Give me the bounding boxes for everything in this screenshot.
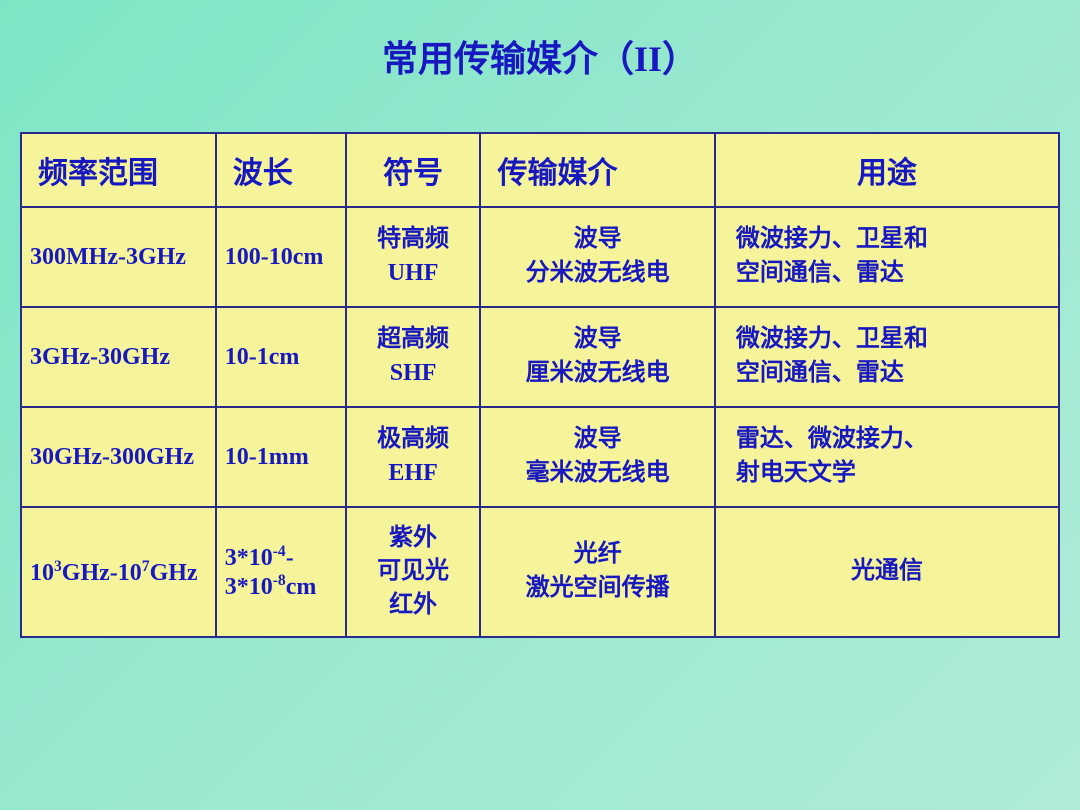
cell-media: 波导 厘米波无线电	[480, 307, 714, 407]
media-text: 厘米波无线电	[526, 360, 670, 386]
usage-text: 空间通信、雷达	[736, 260, 904, 286]
usage-text: 空间通信、雷达	[736, 360, 904, 386]
header-frequency: 频率范围	[21, 133, 216, 207]
cell-symbol: 超高频 SHF	[346, 307, 481, 407]
usage-text: 微波接力、卫星和	[736, 326, 928, 352]
cell-usage: 微波接力、卫星和 空间通信、雷达	[715, 207, 1059, 307]
media-text: 激光空间传播	[526, 575, 670, 601]
cell-usage: 微波接力、卫星和 空间通信、雷达	[715, 307, 1059, 407]
symbol-text: EHF	[388, 460, 437, 486]
media-text: 光纤	[574, 541, 622, 567]
cell-symbol: 极高频 EHF	[346, 407, 481, 507]
transmission-media-table: 频率范围 波长 符号 传输媒介 用途 300MHz-3GHz 100-10cm …	[20, 132, 1060, 638]
cell-media: 波导 分米波无线电	[480, 207, 714, 307]
cell-frequency: 300MHz-3GHz	[21, 207, 216, 307]
media-text: 毫米波无线电	[526, 460, 670, 486]
table-row: 30GHz-300GHz 10-1mm 极高频 EHF 波导 毫米波无线电 雷达…	[21, 407, 1059, 507]
cell-usage: 雷达、微波接力、 射电天文学	[715, 407, 1059, 507]
media-text: 波导	[574, 426, 622, 452]
symbol-text: 可见光	[377, 558, 449, 584]
symbol-text: 紫外	[389, 525, 437, 551]
cell-wavelength: 10-1mm	[216, 407, 346, 507]
header-symbol: 符号	[346, 133, 481, 207]
symbol-text: 特高频	[377, 226, 449, 252]
table-container: 频率范围 波长 符号 传输媒介 用途 300MHz-3GHz 100-10cm …	[20, 132, 1060, 638]
cell-wavelength: 100-10cm	[216, 207, 346, 307]
table-header-row: 频率范围 波长 符号 传输媒介 用途	[21, 133, 1059, 207]
header-media: 传输媒介	[480, 133, 714, 207]
symbol-text: UHF	[388, 260, 439, 286]
cell-media: 光纤 激光空间传播	[480, 507, 714, 637]
media-text: 波导	[574, 326, 622, 352]
symbol-text: 红外	[389, 592, 437, 618]
usage-text: 射电天文学	[736, 460, 856, 486]
table-row: 3GHz-30GHz 10-1cm 超高频 SHF 波导 厘米波无线电 微波接力…	[21, 307, 1059, 407]
cell-symbol: 紫外 可见光 红外	[346, 507, 481, 637]
usage-text: 雷达、微波接力、	[736, 426, 928, 452]
cell-frequency: 30GHz-300GHz	[21, 407, 216, 507]
usage-text: 微波接力、卫星和	[736, 226, 928, 252]
symbol-text: SHF	[390, 360, 437, 386]
cell-frequency: 103GHz-107GHz	[21, 507, 216, 637]
cell-wavelength: 3*10-4-3*10-8cm	[216, 507, 346, 637]
media-text: 波导	[574, 226, 622, 252]
cell-frequency: 3GHz-30GHz	[21, 307, 216, 407]
header-usage: 用途	[715, 133, 1059, 207]
cell-usage: 光通信	[715, 507, 1059, 637]
media-text: 分米波无线电	[526, 260, 670, 286]
table-row: 300MHz-3GHz 100-10cm 特高频 UHF 波导 分米波无线电 微…	[21, 207, 1059, 307]
cell-symbol: 特高频 UHF	[346, 207, 481, 307]
symbol-text: 极高频	[377, 426, 449, 452]
page-title: 常用传输媒介（II）	[20, 30, 1060, 82]
header-wavelength: 波长	[216, 133, 346, 207]
table-row: 103GHz-107GHz 3*10-4-3*10-8cm 紫外 可见光 红外 …	[21, 507, 1059, 637]
symbol-text: 超高频	[377, 326, 449, 352]
cell-media: 波导 毫米波无线电	[480, 407, 714, 507]
cell-wavelength: 10-1cm	[216, 307, 346, 407]
